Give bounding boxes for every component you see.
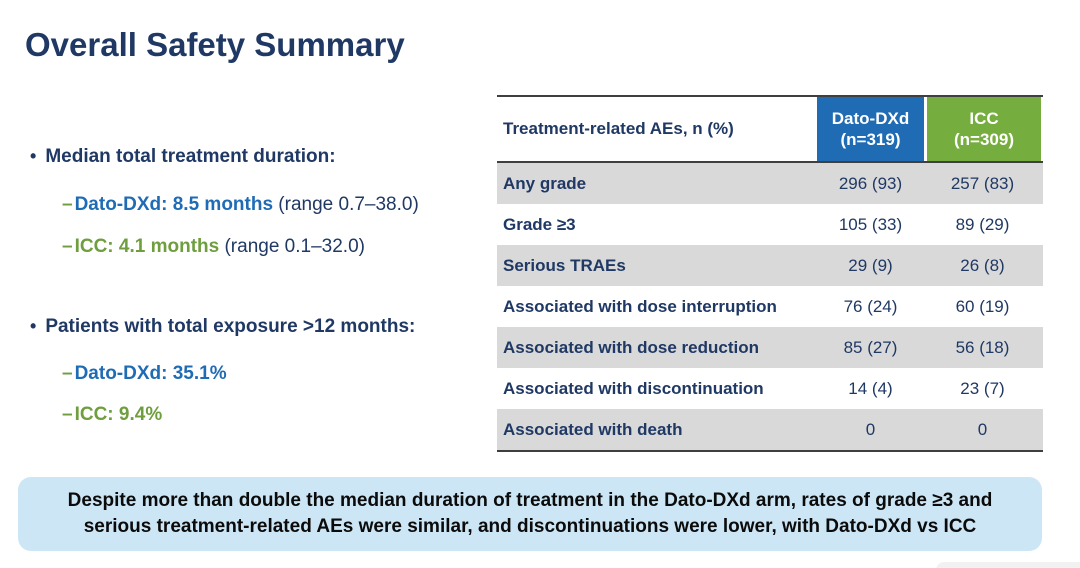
table-row: Grade ≥3 105 (33) 89 (29)	[497, 204, 1043, 245]
row-dato-value: 105 (33)	[838, 214, 903, 234]
dato-exposure-value: Dato-DXd: 35.1%	[74, 363, 227, 384]
row-label: Associated with dose reduction	[503, 337, 759, 357]
bullet-treatment-duration: • Median total treatment duration:	[30, 146, 336, 168]
dato-column-n: (n=319)	[840, 130, 901, 149]
table-row: Serious TRAEs 29 (9) 26 (8)	[497, 245, 1043, 286]
table-row: Associated with death 0 0	[497, 409, 1043, 450]
dato-duration-value: Dato-DXd: 8.5 months	[74, 194, 274, 215]
bullet-label: Median total treatment duration:	[45, 146, 336, 167]
row-icc-value: 257 (83)	[950, 173, 1015, 193]
table-header-label: Treatment-related AEs, n (%)	[497, 97, 817, 161]
row-label: Any grade	[503, 173, 587, 193]
page-title: Overall Safety Summary	[25, 26, 405, 63]
row-icc-value: 89 (29)	[955, 214, 1010, 234]
icc-duration-value: ICC: 4.1 months	[74, 236, 220, 257]
row-label: Serious TRAEs	[503, 255, 626, 275]
row-icc-value: 26 (8)	[960, 255, 1005, 275]
row-label: Associated with death	[503, 419, 683, 439]
icc-duration-range: (range 0.1–32.0)	[219, 236, 365, 257]
table-header-dato: Dato-DXd (n=319)	[817, 97, 924, 161]
table-row: Associated with discontinuation 14 (4) 2…	[497, 368, 1043, 409]
row-dato-value: 14 (4)	[848, 378, 893, 398]
icc-exposure-value: ICC: 9.4%	[74, 404, 163, 425]
dash-marker: –	[62, 236, 73, 257]
sub-bullet-dato-exposure: – Dato-DXd: 35.1%	[62, 363, 227, 385]
sub-bullet-icc-duration: – ICC: 4.1 months (range 0.1–32.0)	[62, 236, 365, 258]
takeaway-banner: Despite more than double the median dura…	[18, 477, 1042, 551]
table-header-icc: ICC (n=309)	[924, 97, 1041, 161]
row-icc-value: 23 (7)	[960, 378, 1005, 398]
row-dato-value: 0	[865, 419, 876, 439]
bullet-exposure: • Patients with total exposure >12 month…	[30, 316, 415, 338]
row-icc-value: 60 (19)	[955, 296, 1010, 316]
row-label: Associated with discontinuation	[503, 378, 764, 398]
bullet-marker: •	[30, 316, 37, 336]
table-header-row: Treatment-related AEs, n (%) Dato-DXd (n…	[497, 97, 1043, 163]
table-row: Associated with dose reduction 85 (27) 5…	[497, 327, 1043, 368]
row-dato-value: 296 (93)	[838, 173, 903, 193]
row-dato-value: 76 (24)	[843, 296, 898, 316]
partial-card-corner	[936, 562, 1080, 568]
row-icc-value: 56 (18)	[955, 337, 1010, 357]
dato-column-name: Dato-DXd	[831, 108, 910, 128]
row-label: Associated with dose interruption	[503, 296, 777, 316]
sub-bullet-icc-exposure: – ICC: 9.4%	[62, 404, 162, 426]
row-dato-value: 85 (27)	[843, 337, 898, 357]
dash-marker: –	[62, 363, 73, 384]
table-row: Any grade 296 (93) 257 (83)	[497, 163, 1043, 204]
dash-marker: –	[62, 194, 73, 215]
row-label: Grade ≥3	[503, 214, 576, 234]
icc-column-name: ICC	[969, 108, 999, 128]
bullet-label: Patients with total exposure >12 months:	[45, 316, 416, 337]
takeaway-text: Despite more than double the median dura…	[67, 490, 993, 537]
dash-marker: –	[62, 404, 73, 425]
icc-column-n: (n=309)	[954, 130, 1014, 149]
sub-bullet-dato-duration: – Dato-DXd: 8.5 months (range 0.7–38.0)	[62, 194, 419, 216]
ae-table: Treatment-related AEs, n (%) Dato-DXd (n…	[497, 95, 1043, 452]
bullet-marker: •	[30, 146, 37, 166]
row-icc-value: 0	[977, 419, 988, 439]
dato-duration-range: (range 0.7–38.0)	[273, 194, 419, 215]
table-row: Associated with dose interruption 76 (24…	[497, 286, 1043, 327]
row-dato-value: 29 (9)	[848, 255, 893, 275]
